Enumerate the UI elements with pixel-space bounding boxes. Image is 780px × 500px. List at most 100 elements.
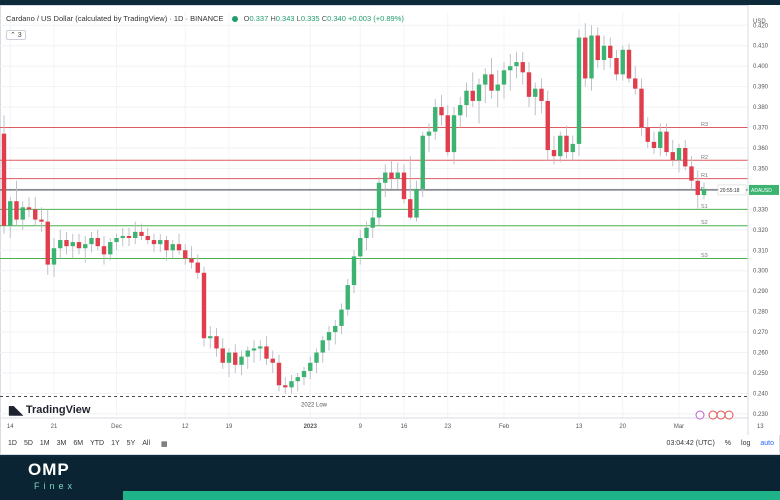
candle	[501, 62, 507, 99]
candle-body	[333, 325, 338, 333]
price-tick-label: 0.270	[753, 330, 769, 336]
range-1d[interactable]: 1D	[8, 440, 17, 447]
candle	[245, 346, 250, 369]
candle-body	[483, 74, 488, 85]
candle	[558, 131, 563, 163]
candle-body	[208, 336, 213, 339]
chart-header: Cardano / US Dollar (calculated by Tradi…	[6, 14, 404, 23]
price-tick-label: 0.280	[753, 310, 769, 316]
candle-body	[414, 188, 419, 218]
candle-body	[145, 235, 150, 241]
candle-body	[70, 242, 75, 247]
percent-toggle[interactable]: %	[724, 440, 732, 447]
range-5d[interactable]: 5D	[23, 440, 33, 447]
candle-body	[245, 350, 250, 357]
candle	[133, 221, 138, 245]
range-6m[interactable]: 6M	[73, 440, 84, 447]
candle-body	[370, 217, 375, 228]
candle-body	[439, 107, 444, 116]
candle	[26, 197, 32, 218]
candle	[14, 180, 19, 226]
candle-body	[14, 201, 19, 220]
candle-body	[551, 150, 557, 157]
candle-body	[526, 72, 532, 97]
candle	[583, 23, 588, 87]
calendar-icon[interactable]: ▦	[161, 441, 168, 448]
candle-body	[301, 370, 307, 378]
range-5y[interactable]: 5Y	[126, 440, 136, 447]
price-chart[interactable]: R3R2R1PS1S2S32022 Low USD0.4200.4100.400…	[0, 5, 780, 435]
log-toggle[interactable]: log	[741, 440, 751, 447]
indicator-collapse-button[interactable]: ⌃ 3	[6, 30, 26, 40]
candle	[101, 235, 107, 265]
candle	[214, 328, 219, 357]
candle-body	[495, 84, 500, 91]
range-ytd[interactable]: YTD	[90, 440, 105, 447]
candle-body	[76, 242, 82, 249]
auto-toggle[interactable]: auto	[760, 440, 774, 447]
candle-body	[695, 180, 700, 196]
candle	[664, 123, 669, 157]
tradingview-logo[interactable]: ▮◣ TradingView	[8, 403, 90, 417]
candle	[383, 164, 388, 198]
candle	[445, 105, 450, 157]
candle	[264, 336, 269, 365]
candle-body	[558, 135, 563, 157]
candle	[695, 170, 700, 210]
range-selector: 1D 5D 1M 3M 6M YTD 1Y 5Y All ▦	[8, 440, 168, 448]
candle-body	[126, 235, 132, 238]
candle	[320, 336, 325, 363]
candle	[189, 246, 194, 269]
candle	[289, 375, 294, 394]
candle-body	[189, 258, 194, 263]
candle	[164, 235, 169, 261]
candle	[526, 62, 532, 108]
candle-body	[508, 66, 513, 71]
range-3m[interactable]: 3M	[56, 440, 67, 447]
level-label-r2: R2	[701, 155, 708, 161]
candle	[458, 96, 463, 128]
symbol-title[interactable]: Cardano / US Dollar (calculated by Tradi…	[6, 14, 224, 23]
candle-body	[401, 172, 407, 200]
candle	[158, 233, 163, 253]
event-icons	[695, 410, 734, 420]
candle-body	[351, 256, 357, 286]
candle-body	[283, 385, 288, 388]
candle	[151, 233, 157, 253]
candle	[676, 143, 682, 173]
price-tick-label: 0.400	[753, 64, 769, 70]
candle	[658, 123, 663, 157]
candle-body	[589, 35, 594, 79]
top-strip	[0, 0, 780, 5]
time-tick-label: 12	[182, 424, 189, 430]
candle	[226, 348, 232, 378]
candle-body	[570, 143, 575, 153]
candle-body	[470, 90, 475, 101]
price-tick-label: 0.370	[753, 126, 769, 132]
time-tick-label: Feb	[499, 424, 510, 430]
candle-body	[539, 88, 544, 101]
candle	[145, 227, 150, 245]
candle-body	[595, 35, 600, 61]
range-1m[interactable]: 1M	[39, 440, 50, 447]
candle-body	[476, 84, 482, 101]
candle-body	[533, 88, 538, 97]
candle	[645, 117, 650, 148]
candle	[295, 373, 300, 392]
candle	[89, 231, 94, 253]
price-tick-label: 0.350	[753, 166, 769, 172]
clock-time[interactable]: 03:04:42 (UTC)	[666, 440, 715, 447]
candle	[426, 123, 432, 153]
candle	[45, 209, 50, 275]
range-1y[interactable]: 1Y	[111, 440, 120, 447]
candle	[220, 338, 225, 369]
current-price-symbol: ADAUSD	[751, 188, 772, 194]
candle	[195, 254, 200, 279]
range-all[interactable]: All	[142, 440, 151, 447]
candle	[108, 238, 113, 261]
candle-body	[239, 356, 244, 365]
candle-body	[426, 131, 432, 136]
tradingview-logo-text: TradingView	[25, 404, 91, 416]
candle	[539, 78, 544, 114]
